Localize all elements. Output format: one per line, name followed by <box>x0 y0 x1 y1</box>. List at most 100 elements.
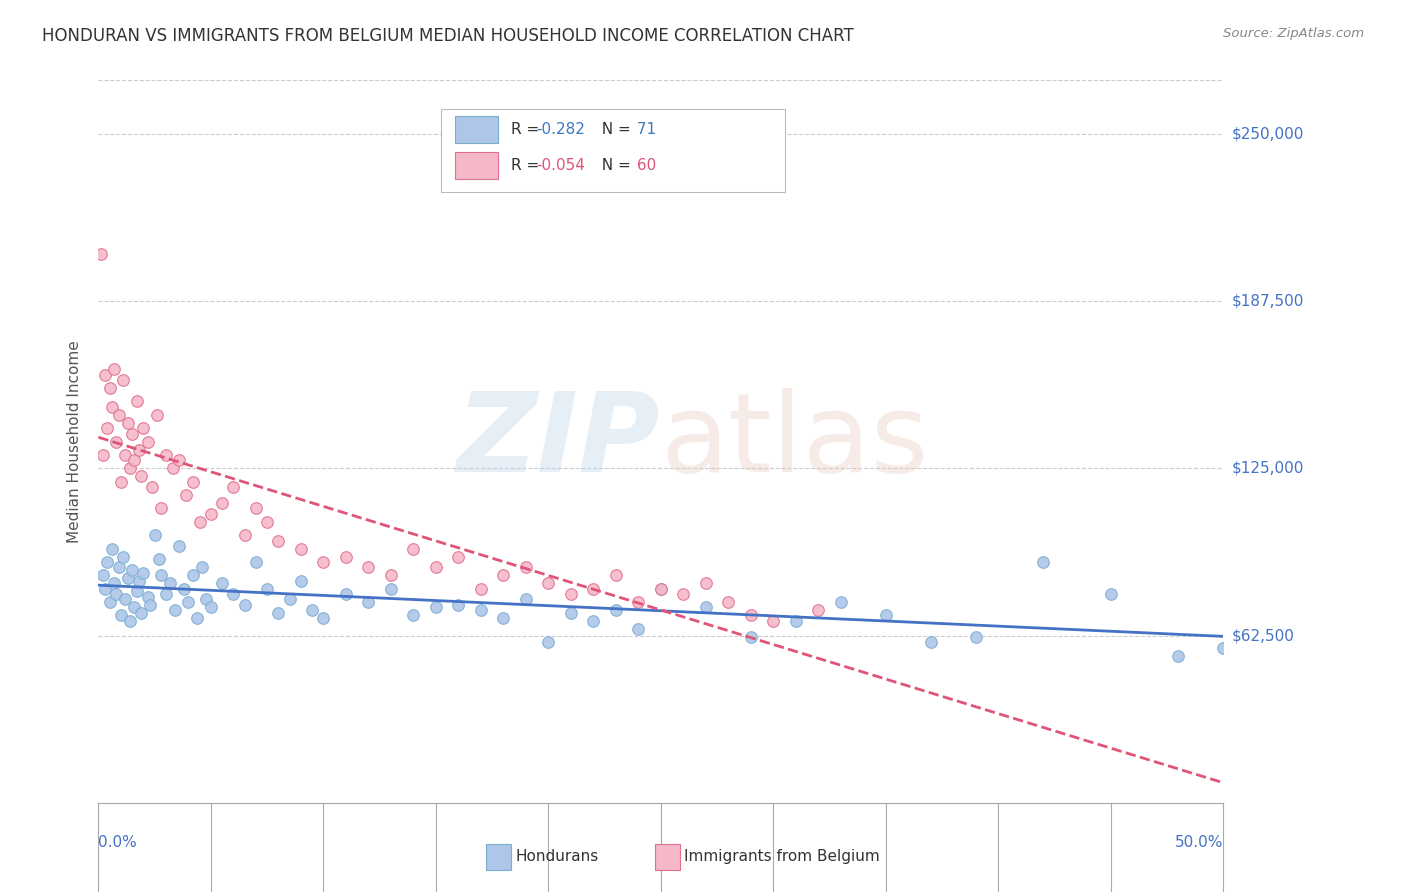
Point <box>162 461 184 475</box>
Point <box>200 507 222 521</box>
Point <box>132 421 155 435</box>
Point <box>875 608 897 623</box>
Point <box>492 568 515 582</box>
Point <box>425 560 447 574</box>
Point <box>107 408 129 422</box>
Point <box>222 480 245 494</box>
Point <box>312 611 335 625</box>
Point <box>98 381 121 395</box>
Point <box>290 574 312 588</box>
Point <box>1212 640 1234 655</box>
Bar <box>456 152 498 179</box>
Point <box>101 400 124 414</box>
Point <box>96 555 118 569</box>
Point <box>155 587 177 601</box>
Point <box>150 568 173 582</box>
Point <box>143 528 166 542</box>
Point <box>105 434 128 449</box>
Text: ZIP: ZIP <box>457 388 661 495</box>
Point <box>447 598 470 612</box>
Point <box>256 515 278 529</box>
Text: R =: R = <box>512 122 544 136</box>
Point <box>159 576 181 591</box>
Point <box>181 568 204 582</box>
Point <box>267 606 290 620</box>
Bar <box>441 109 785 193</box>
Point <box>402 541 425 556</box>
Text: $187,500: $187,500 <box>1232 293 1303 309</box>
Point <box>1099 587 1122 601</box>
Point <box>301 603 323 617</box>
Point <box>740 630 762 644</box>
Text: $250,000: $250,000 <box>1232 127 1303 141</box>
Text: 0.0%: 0.0% <box>98 835 138 850</box>
Point <box>560 606 582 620</box>
Point <box>136 434 159 449</box>
Point <box>124 600 146 615</box>
Point <box>188 515 211 529</box>
Point <box>267 533 290 548</box>
Point <box>118 614 141 628</box>
Point <box>290 541 312 556</box>
Text: $62,500: $62,500 <box>1232 628 1295 643</box>
Point <box>312 555 335 569</box>
Point <box>830 595 852 609</box>
Point <box>335 549 357 564</box>
Text: N =: N = <box>592 158 636 173</box>
Point <box>256 582 278 596</box>
Text: -0.054: -0.054 <box>536 158 585 173</box>
Text: R =: R = <box>512 158 544 173</box>
Point <box>125 584 148 599</box>
Point <box>124 453 146 467</box>
Point <box>807 603 830 617</box>
Point <box>129 469 152 483</box>
Point <box>98 595 121 609</box>
Point <box>357 595 380 609</box>
Text: -0.282: -0.282 <box>536 122 585 136</box>
Point <box>112 549 135 564</box>
Text: 71: 71 <box>631 122 655 136</box>
Point <box>537 635 560 649</box>
Point <box>211 496 233 510</box>
Point <box>695 600 717 615</box>
Point <box>112 373 135 387</box>
Point <box>110 608 132 623</box>
Point <box>148 552 170 566</box>
Point <box>181 475 204 489</box>
Point <box>605 568 627 582</box>
Point <box>380 568 402 582</box>
Point <box>107 560 129 574</box>
Point <box>136 590 159 604</box>
Point <box>150 501 173 516</box>
Point <box>128 442 150 457</box>
Text: Source: ZipAtlas.com: Source: ZipAtlas.com <box>1223 27 1364 40</box>
Point <box>211 576 233 591</box>
Point <box>380 582 402 596</box>
Bar <box>486 844 512 870</box>
Point <box>245 555 267 569</box>
Point <box>245 501 267 516</box>
Point <box>785 614 807 628</box>
Point <box>91 568 114 582</box>
Point <box>233 598 256 612</box>
Point <box>110 475 132 489</box>
Point <box>91 448 114 462</box>
Point <box>470 603 492 617</box>
Point <box>627 622 650 636</box>
Text: 50.0%: 50.0% <box>1175 835 1223 850</box>
Point <box>125 394 148 409</box>
Point <box>114 448 136 462</box>
Text: atlas: atlas <box>661 388 929 495</box>
Point <box>627 595 650 609</box>
Point <box>357 560 380 574</box>
Point <box>155 448 177 462</box>
Point <box>94 582 117 596</box>
Point <box>132 566 155 580</box>
Point <box>672 587 695 601</box>
Point <box>402 608 425 623</box>
Point <box>515 592 537 607</box>
Point <box>169 453 191 467</box>
Point <box>200 600 222 615</box>
Bar <box>655 844 681 870</box>
Point <box>965 630 987 644</box>
